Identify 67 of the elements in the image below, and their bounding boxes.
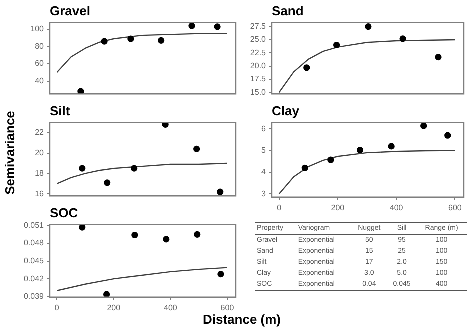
point xyxy=(79,165,86,172)
x-axis-title: Distance (m) xyxy=(202,312,282,327)
y-tick-label: 16 xyxy=(35,189,45,198)
point xyxy=(356,147,364,154)
point xyxy=(435,54,442,61)
x-tick-label: 200 xyxy=(331,203,346,212)
y-tick-label: 22.5 xyxy=(250,48,267,58)
point xyxy=(218,271,224,278)
chart-title: Sand xyxy=(272,3,304,18)
chart-title: Silt xyxy=(50,103,71,118)
y-tick-label: 0.045 xyxy=(24,256,45,266)
point xyxy=(131,165,138,172)
point xyxy=(388,143,395,150)
y-tick-label: 0.042 xyxy=(24,274,45,284)
y-tick-label: 17.5 xyxy=(250,74,267,84)
point xyxy=(132,232,138,239)
point xyxy=(104,180,111,186)
point xyxy=(194,231,201,238)
point xyxy=(302,164,308,172)
x-tick-label: 200 xyxy=(107,303,122,312)
point xyxy=(400,36,406,42)
y-tick-label: 3 xyxy=(262,189,267,198)
y-tick-label: 0.051 xyxy=(24,220,45,230)
point xyxy=(217,188,224,196)
point xyxy=(103,291,110,298)
y-tick-label: 100 xyxy=(30,24,45,34)
point xyxy=(214,24,221,30)
chart-title: SOC xyxy=(50,205,79,220)
y-tick-label: 25.0 xyxy=(250,35,267,44)
y-tick-label: 80 xyxy=(35,42,45,51)
y-axis-title: Semivariance xyxy=(2,111,18,195)
point xyxy=(328,156,334,164)
y-tick-label: 40 xyxy=(35,76,45,86)
y-tick-label: 5 xyxy=(262,146,267,155)
y-tick-label: 4 xyxy=(262,168,267,177)
point xyxy=(158,37,165,44)
x-tick-label: 400 xyxy=(164,303,178,312)
point xyxy=(162,122,169,128)
y-tick-label: 20 xyxy=(35,148,45,158)
point xyxy=(101,38,108,45)
y-tick-label: 20.0 xyxy=(250,62,267,70)
point xyxy=(420,122,428,130)
x-tick-label: 600 xyxy=(448,203,462,212)
point xyxy=(163,236,170,243)
y-tick-label: 18 xyxy=(35,168,45,178)
point xyxy=(333,42,340,49)
point xyxy=(194,146,200,152)
x-tick-label: 400 xyxy=(390,203,404,212)
point xyxy=(78,88,84,94)
y-tick-label: 6 xyxy=(262,124,267,134)
x-tick-label: 600 xyxy=(220,303,235,312)
point xyxy=(304,64,310,72)
y-tick-label: 0.048 xyxy=(24,238,45,248)
y-tick-label: 0.039 xyxy=(24,292,45,302)
point xyxy=(79,224,86,231)
y-tick-label: 27.5 xyxy=(250,22,267,32)
chart-title: Gravel xyxy=(50,3,90,18)
point xyxy=(444,132,452,139)
y-tick-label: 22 xyxy=(35,128,45,138)
chart-title: Clay xyxy=(272,103,300,118)
y-tick-label: 15.0 xyxy=(250,88,267,97)
x-tick-label: 0 xyxy=(277,203,282,212)
x-tick-label: 0 xyxy=(54,303,60,312)
point xyxy=(365,24,372,30)
y-tick-label: 60 xyxy=(35,59,45,68)
point xyxy=(128,36,134,42)
point xyxy=(188,22,196,30)
